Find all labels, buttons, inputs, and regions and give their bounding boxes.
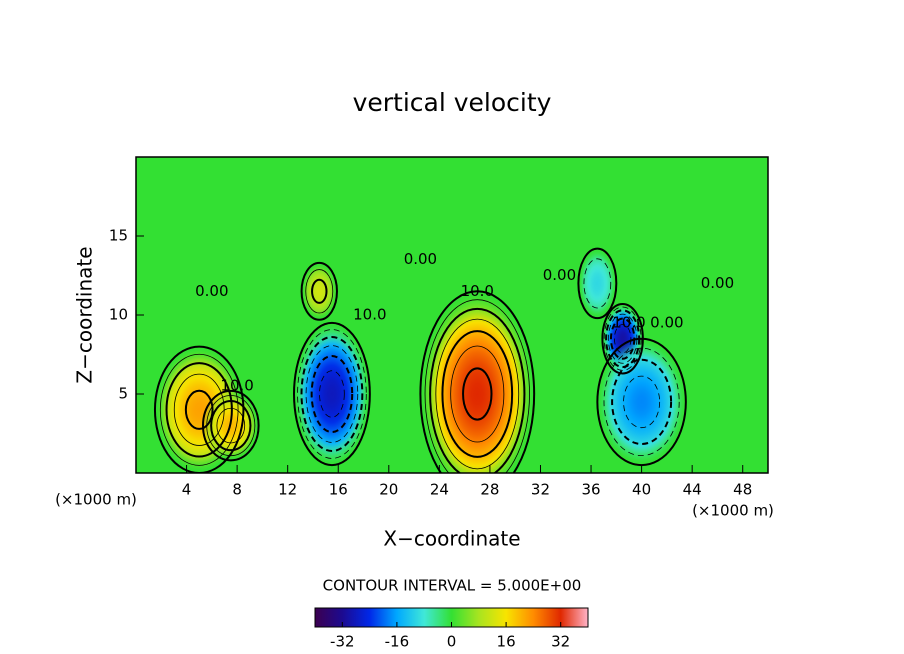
contour-line	[293, 321, 371, 467]
contour-line	[319, 370, 345, 418]
contour-line	[441, 330, 514, 458]
contour-line	[429, 307, 526, 473]
contour-line	[159, 353, 239, 466]
contour-line	[305, 345, 359, 443]
x-tick-label: 24	[430, 481, 449, 499]
x-tick-label: 32	[531, 481, 550, 499]
contour-line	[311, 278, 328, 304]
contour-line	[462, 367, 493, 421]
contour-line	[216, 407, 246, 444]
contour-line	[611, 358, 673, 446]
contour-label: 10.0	[220, 377, 253, 395]
x-tick-label: 16	[329, 481, 348, 499]
colorbar-tick-label: 16	[497, 633, 516, 651]
y-axis-title: Z−coordinate	[73, 246, 97, 383]
x-axis-title: X−coordinate	[383, 527, 520, 551]
x-tick-label: 12	[278, 481, 297, 499]
contour-line	[310, 354, 354, 434]
contour-line	[297, 329, 367, 459]
updraft-cell	[301, 262, 337, 320]
colorbar-tick-label: -32	[330, 633, 355, 651]
contour-line	[450, 345, 505, 443]
y-tick-label: 10	[109, 306, 128, 324]
contour-line	[305, 269, 334, 314]
contour-line	[603, 347, 680, 457]
contour-line	[623, 375, 661, 429]
contour-line	[165, 362, 233, 458]
x-tick-label: 44	[683, 481, 702, 499]
x-tick-label: 40	[632, 481, 651, 499]
contour-line	[577, 247, 618, 320]
contour-label: 0.00	[701, 274, 734, 292]
contour-label: 0.00	[543, 266, 576, 284]
contour-line	[300, 335, 364, 453]
contour-label: 0.00	[650, 313, 683, 331]
x-tick-label: 8	[232, 481, 242, 499]
contour-line	[613, 324, 632, 354]
x-tick-label: 36	[581, 481, 600, 499]
contour-label: 10.0	[461, 282, 494, 300]
x-tick-label: 28	[480, 481, 499, 499]
plot-area: 0.00 10.0 10.0 0.00 10.0 0.00 10.0 0.00 0.00	[136, 157, 768, 473]
contour-line	[201, 389, 260, 462]
contour-label: 10.0	[353, 306, 386, 324]
contour-line	[210, 400, 252, 452]
y-tick-label: 5	[118, 385, 128, 403]
updraft-cell	[294, 322, 370, 466]
contour-line	[583, 258, 612, 309]
x-unit: (×1000 m)	[692, 502, 774, 520]
colorbar-tick-label: 0	[447, 633, 457, 651]
updraft-cell	[420, 291, 535, 473]
contour-line	[419, 290, 536, 473]
contour-line	[300, 261, 338, 321]
x-tick-label: 20	[379, 481, 398, 499]
contour-label: 10.0	[612, 313, 645, 331]
contour-line	[424, 299, 530, 473]
contour-label: 0.00	[404, 250, 437, 268]
contour-line	[435, 318, 520, 470]
colorbar-tick-label: 32	[551, 633, 570, 651]
contour-interval: CONTOUR INTERVAL = 5.000E+00	[323, 577, 582, 595]
chart-title: vertical velocity	[353, 88, 552, 117]
contour-label: 0.00	[195, 282, 228, 300]
y-tick-label: 15	[109, 227, 128, 245]
contour-line	[184, 389, 214, 430]
x-tick-label: 48	[733, 481, 752, 499]
contour-line	[206, 395, 256, 457]
y-unit: (×1000 m)	[55, 491, 137, 509]
colorbar-tick-label: -16	[385, 633, 410, 651]
x-tick-label: 4	[182, 481, 192, 499]
